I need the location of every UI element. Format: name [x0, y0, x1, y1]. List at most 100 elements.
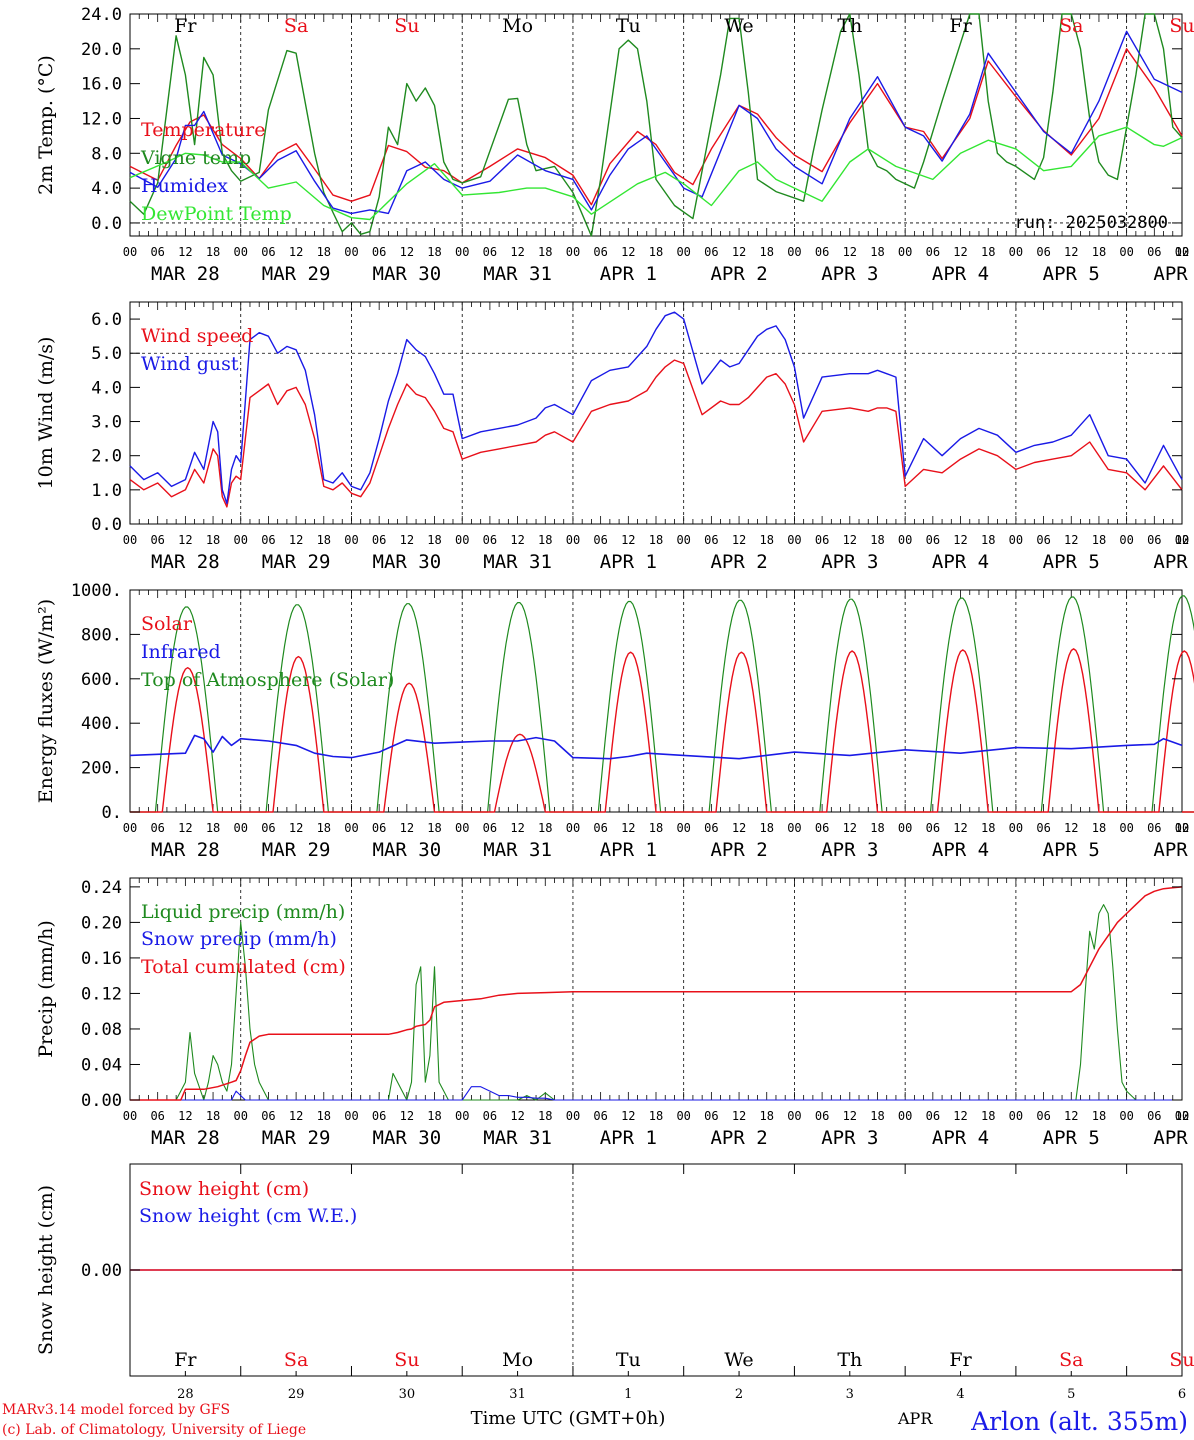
panel-2: 00 06 12 18 MAR 28 00 06 12 18 MAR 29 00 06 12 18 MAR … [35, 301, 1194, 573]
hour-tick-label: 06 [150, 245, 164, 259]
weekday-label: Tu [616, 15, 641, 37]
hour-tick-label: 00 [676, 1109, 690, 1123]
hour-tick-label: 06 [704, 1109, 718, 1123]
day-number-label: 28 [177, 1387, 194, 1402]
y-tick-label: 0.24 [81, 878, 122, 898]
hour-tick-label: 00 [455, 533, 469, 547]
hour-tick-label: 06 [483, 1109, 497, 1123]
hour-tick-label: 06 [261, 821, 275, 835]
hour-tick-label: 12 [1175, 821, 1189, 835]
hour-tick-label: 06 [483, 533, 497, 547]
date-label: MAR 28 [151, 263, 220, 285]
y-tick-label: 8.0 [91, 144, 122, 164]
hour-tick-label: 00 [1009, 533, 1023, 547]
hour-tick-label: 06 [593, 1109, 607, 1123]
hour-tick-label: 00 [898, 821, 912, 835]
hour-tick-label: 00 [234, 533, 248, 547]
hour-tick-label: 12 [1064, 1109, 1078, 1123]
hour-tick-label: 06 [926, 1109, 940, 1123]
hour-tick-label: 06 [1147, 245, 1161, 259]
hour-tick-label: 00 [566, 1109, 580, 1123]
day-number-label: 31 [509, 1387, 526, 1402]
date-label: MAR 30 [373, 551, 442, 573]
y-tick-label: 0.12 [81, 984, 122, 1004]
hour-tick-label: 18 [870, 1109, 884, 1123]
hour-tick-label: 18 [427, 821, 441, 835]
hour-tick-label: 06 [372, 821, 386, 835]
y-tick-label: 0.08 [81, 1020, 122, 1040]
date-label: APR 4 [932, 551, 989, 573]
hour-tick-label: 18 [1092, 245, 1106, 259]
hour-tick-label: 12 [621, 1109, 635, 1123]
y-tick-label: 5.0 [91, 344, 122, 364]
hour-tick-label: 12 [510, 533, 524, 547]
hour-tick-label: 12 [289, 245, 303, 259]
hour-tick-label: 00 [676, 245, 690, 259]
hour-tick-label: 06 [926, 533, 940, 547]
hour-tick-label: 12 [510, 1109, 524, 1123]
hour-tick-label: 06 [815, 821, 829, 835]
hour-tick-label: 12 [732, 533, 746, 547]
hour-tick-label: 00 [455, 821, 469, 835]
hour-tick-label: 00 [1175, 533, 1189, 547]
y-tick-label: 0.0 [91, 214, 122, 234]
hour-tick-label: 18 [1092, 821, 1106, 835]
weekday-label: We [724, 15, 753, 37]
hour-tick-label: 12 [510, 245, 524, 259]
hour-tick-label: 00 [898, 245, 912, 259]
hour-tick-label: 18 [870, 821, 884, 835]
hour-tick-label: 06 [815, 1109, 829, 1123]
y-tick-label: 24.0 [81, 5, 122, 25]
series-line [130, 1086, 1182, 1101]
hour-tick-label: 06 [150, 1109, 164, 1123]
hour-tick-label: 12 [178, 821, 192, 835]
day-number-label: 6 [1178, 1387, 1186, 1402]
hour-tick-label: 06 [1147, 533, 1161, 547]
weekday-label: Th [837, 15, 862, 37]
hour-tick-label: 06 [593, 821, 607, 835]
hour-tick-label: 12 [1064, 533, 1078, 547]
date-label: APR 3 [821, 1127, 878, 1149]
legend-entry: Temperature [141, 119, 265, 141]
panel-frame [129, 589, 1183, 813]
hour-tick-label: 18 [1092, 533, 1106, 547]
run-label: run: 2025032800 [1014, 213, 1168, 233]
hour-tick-label: 06 [1036, 245, 1050, 259]
y-tick-label: 0.0 [91, 515, 122, 535]
date-label: APR 4 [932, 263, 989, 285]
hour-tick-label: 00 [787, 245, 801, 259]
weekday-label: Sa [1059, 1349, 1083, 1371]
hour-tick-label: 06 [1036, 1109, 1050, 1123]
weekday-label: Th [837, 1349, 862, 1371]
hour-tick-label: 06 [1036, 533, 1050, 547]
y-tick-label: 2.0 [91, 447, 122, 467]
y-tick-label: 12.0 [81, 109, 122, 129]
y-tick-label: 0.00 [81, 1261, 122, 1281]
day-number-label: 1 [624, 1387, 632, 1402]
date-label: APR 1 [600, 551, 657, 573]
weekday-label: Fr [949, 1349, 972, 1371]
date-label: APR 4 [932, 1127, 989, 1149]
hour-tick-label: 06 [815, 533, 829, 547]
hour-tick-label: 06 [704, 533, 718, 547]
hour-tick-label: 18 [317, 821, 331, 835]
hour-tick-label: 00 [123, 533, 137, 547]
weekday-label: Tu [616, 1349, 641, 1371]
hour-tick-label: 12 [621, 533, 635, 547]
date-label: MAR 30 [373, 1127, 442, 1149]
date-label: APR 3 [821, 839, 878, 861]
hour-tick-label: 00 [455, 245, 469, 259]
time-axis-title: Time UTC (GMT+0h) [471, 1408, 666, 1429]
hour-tick-label: 12 [178, 533, 192, 547]
legend-entry: Solar [141, 613, 193, 635]
legend-entry: Total cumulated (cm) [141, 956, 346, 978]
hour-tick-label: 12 [953, 533, 967, 547]
hour-tick-label: 00 [123, 821, 137, 835]
series-line [129, 48, 1183, 206]
hour-tick-label: 12 [289, 533, 303, 547]
month-note: APR [897, 1409, 933, 1428]
hour-tick-label: 00 [898, 1109, 912, 1123]
hour-tick-label: 18 [981, 1109, 995, 1123]
hour-tick-label: 12 [953, 245, 967, 259]
hour-tick-label: 12 [843, 821, 857, 835]
